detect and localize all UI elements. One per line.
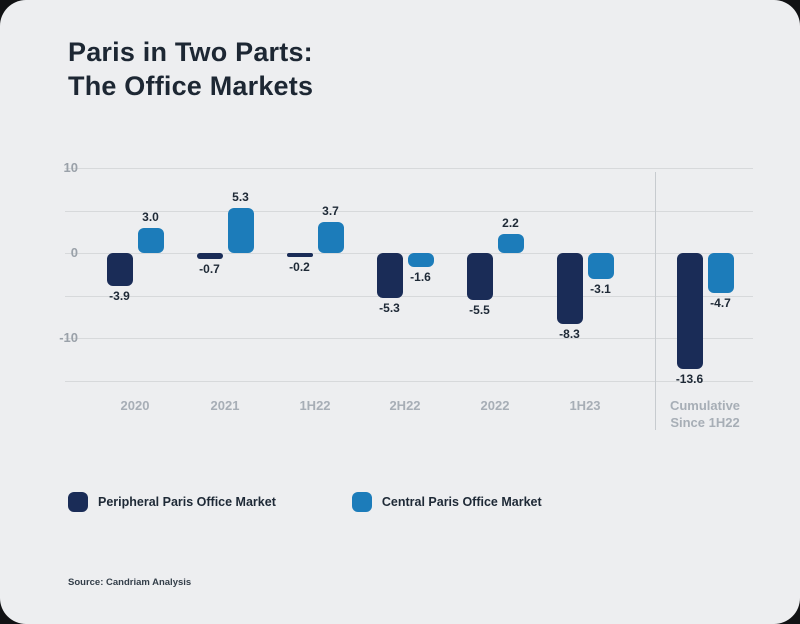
x-axis-label: 2021 <box>210 398 240 413</box>
x-axis-label: 2H22 <box>389 398 421 413</box>
bar-central-2022 <box>497 234 524 253</box>
x-axis-label: 2022 <box>480 398 510 413</box>
bar-central-2021 <box>227 207 254 253</box>
gridline-0 <box>65 253 753 254</box>
bar-value-label: -5.3 <box>379 301 400 316</box>
cumulative-separator-line <box>655 172 656 430</box>
legend-swatch-central <box>351 492 372 512</box>
x-axis-label: 1H23 <box>569 398 601 413</box>
x-axis-label: Cumulative Since 1H22 <box>669 398 741 430</box>
bar-value-label: 5.3 <box>232 189 249 204</box>
bar-value-label: -3.9 <box>109 289 130 304</box>
gridline-10 <box>65 168 753 169</box>
gridline--15 <box>65 380 753 382</box>
bar-value-label: 2.2 <box>502 216 519 231</box>
bar-peripheral-1h23 <box>556 253 583 324</box>
bar-peripheral-2020 <box>106 253 133 287</box>
bar-value-label: -8.3 <box>559 326 580 341</box>
bar-value-label: -3.1 <box>590 282 611 297</box>
y-tick-label: 0 <box>70 245 78 260</box>
bar-value-label: -13.6 <box>675 371 704 386</box>
x-axis-label: 1H22 <box>299 398 331 413</box>
bar-value-label: 3.7 <box>322 203 339 218</box>
bar-peripheral-cumulative <box>676 253 703 369</box>
bar-central-2h22 <box>407 253 434 267</box>
legend-swatch-peripheral <box>68 492 88 512</box>
legend-item-central: Central Paris Office Market <box>351 492 542 512</box>
legend-item-peripheral: Peripheral Paris Office Market <box>68 492 276 512</box>
chart-title-line1: Paris in Two Parts: <box>68 37 313 67</box>
gridline--10 <box>65 338 753 339</box>
bar-value-label: -0.2 <box>289 260 310 274</box>
bar-value-label: -5.5 <box>469 302 490 317</box>
bar-peripheral-2h22 <box>376 253 403 299</box>
bar-central-2020 <box>137 227 164 253</box>
bar-peripheral-2021 <box>196 253 223 259</box>
y-tick-label: 10 <box>63 160 78 175</box>
bar-central-cumulative <box>707 253 734 293</box>
legend-label-central: Central Paris Office Market <box>381 495 542 509</box>
bar-peripheral-1h22 <box>286 253 313 257</box>
bar-peripheral-2022 <box>466 253 493 300</box>
legend-label-peripheral: Peripheral Paris Office Market <box>98 495 276 509</box>
bar-central-1h23 <box>587 253 614 280</box>
x-axis-label: 2020 <box>120 398 150 413</box>
chart-title-line2: The Office Markets <box>68 70 314 101</box>
chart-title: Paris in Two Parts: The Office Markets <box>68 36 313 104</box>
bar-value-label: -4.7 <box>710 295 731 310</box>
bar-value-label: -1.6 <box>410 269 431 284</box>
bar-value-label: -0.7 <box>199 261 220 276</box>
gridline-5 <box>65 210 753 212</box>
bar-central-1h22 <box>317 221 344 253</box>
gridline--5 <box>65 295 753 297</box>
source-note: Source: Candriam Analysis <box>68 577 192 588</box>
bar-value-label: 3.0 <box>142 209 159 224</box>
chart-legend: Peripheral Paris Office Market Central P… <box>68 492 542 512</box>
y-tick-label: -10 <box>59 330 78 345</box>
